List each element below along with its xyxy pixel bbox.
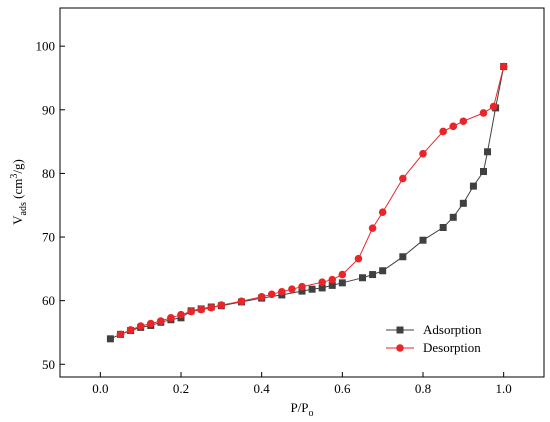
y-axis-title-superscript: 3: [9, 174, 20, 179]
y-axis-title-units: (cm: [10, 179, 25, 202]
desorption-point: [136, 322, 145, 330]
desorption-point: [126, 326, 135, 334]
y-tick-label: 70: [42, 230, 55, 245]
x-tick-label: 1.0: [496, 381, 512, 396]
adsorption-point: [318, 284, 326, 292]
desorption-point: [146, 319, 155, 328]
desorption-point: [167, 314, 175, 322]
desorption-point: [298, 282, 306, 291]
desorption-point: [419, 149, 427, 158]
desorption-point: [217, 301, 226, 309]
y-tick-label: 50: [42, 357, 55, 372]
adsorption-point: [328, 281, 336, 289]
desorption-point: [399, 174, 407, 183]
desorption-point: [368, 224, 377, 232]
desorption-point: [318, 278, 326, 287]
axis-ticks: [60, 45, 505, 377]
desorption-point: [338, 270, 347, 279]
adsorption-point: [469, 182, 477, 190]
adsorption-point: [379, 267, 387, 275]
adsorption-point: [369, 271, 377, 279]
y-axis-title-subscript: ads: [18, 202, 29, 215]
adsorption-point: [399, 253, 407, 261]
desorption-point: [278, 287, 286, 296]
y-tick-label: 90: [42, 102, 55, 117]
desorption-point: [489, 102, 498, 111]
x-tick-label: 0.0: [92, 381, 108, 396]
desorption-point: [449, 122, 458, 131]
adsorption-point: [449, 213, 457, 221]
y-tick-label: 100: [36, 39, 56, 54]
adsorption-line: [110, 66, 505, 340]
desorption-point: [288, 285, 296, 294]
x-axis-title-main: P/P: [290, 400, 308, 415]
desorption-point: [267, 290, 276, 299]
adsorption-point: [484, 148, 492, 156]
x-axis-title-subscript: o: [309, 408, 314, 419]
desorption-point: [459, 117, 468, 126]
desorption-point: [378, 208, 387, 217]
desorption-point: [187, 307, 195, 316]
y-tick-label: 80: [42, 166, 55, 181]
y-axis-title-units-end: /g): [10, 159, 25, 173]
x-axis-title: P/Po: [290, 400, 313, 419]
adsorption-point: [359, 274, 366, 282]
adsorption-point: [480, 168, 487, 176]
adsorption-point: [439, 223, 447, 231]
x-tick-label: 0.4: [254, 381, 271, 396]
y-tick-label: 60: [42, 293, 55, 308]
desorption-point: [237, 297, 246, 306]
desorption-point: [257, 293, 266, 301]
axis-tick-labels: 0.0 0.2 0.4 0.6 0.8 1.0 50 60 70 80 90 100: [36, 39, 512, 396]
y-axis-title-main: V: [10, 215, 25, 225]
desorption-point: [157, 317, 165, 325]
adsorption-point: [298, 287, 306, 295]
desorption-point: [354, 254, 363, 263]
desorption-point: [177, 310, 185, 319]
desorption-line: [120, 66, 505, 335]
desorption-point: [479, 109, 488, 117]
legend-desorption-marker: [396, 344, 404, 352]
legend-adsorption-label: Adsorption: [423, 322, 482, 337]
desorption-point: [207, 303, 216, 312]
desorption-point: [116, 330, 125, 339]
legend: Adsorption Desorption: [386, 322, 482, 355]
desorption-point: [328, 275, 337, 284]
x-tick-label: 0.6: [334, 381, 351, 396]
y-axis-title: Vads (cm3/g): [9, 159, 29, 225]
x-tick-label: 0.2: [173, 381, 189, 396]
x-tick-label: 0.8: [415, 381, 431, 396]
desorption-point: [499, 62, 508, 71]
legend-desorption-label: Desorption: [423, 340, 481, 355]
desorption-point: [197, 305, 205, 314]
adsorption-point: [419, 236, 427, 244]
desorption-point: [439, 127, 447, 136]
adsorption-point: [459, 199, 467, 207]
adsorption-point: [338, 279, 346, 287]
adsorption-point: [106, 335, 114, 343]
series-layer: [106, 62, 508, 343]
plot-frame: [59, 7, 545, 378]
legend-adsorption-marker: [396, 326, 404, 334]
adsorption-point: [308, 285, 316, 293]
